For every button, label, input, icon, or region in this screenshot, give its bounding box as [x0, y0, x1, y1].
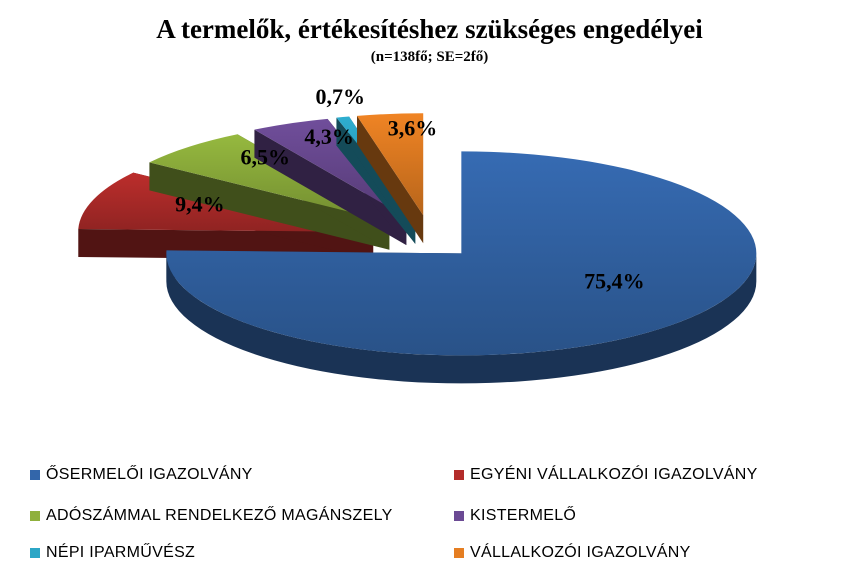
legend-item-osermeloi: ŐSERMELŐI IGAZOLVÁNY	[30, 466, 253, 484]
legend-swatch	[30, 548, 40, 558]
legend-label: ADÓSZÁMMAL RENDELKEZŐ MAGÁNSZELY	[46, 507, 393, 524]
legend-swatch	[30, 511, 40, 521]
slice-label-3: 4,3%	[304, 124, 354, 149]
slice-label-1: 9,4%	[175, 192, 225, 217]
legend-item-egyeni-vallalkozoi: EGYÉNI VÁLLALKOZÓI IGAZOLVÁNY	[454, 466, 758, 484]
pie-slice-0	[166, 151, 757, 384]
slice-label-4: 0,7%	[316, 84, 366, 109]
pie-chart: 75,4% 9,4% 6,5% 4,3% 0,7% 3,6%	[78, 84, 757, 384]
legend-label: KISTERMELŐ	[470, 507, 577, 524]
slice-label-5: 3,6%	[388, 115, 438, 140]
slice-label-2: 6,5%	[241, 145, 291, 170]
legend-swatch	[454, 548, 464, 558]
legend-label: ŐSERMELŐI IGAZOLVÁNY	[46, 466, 253, 483]
chart-title: A termelők, értékesítéshez szükséges eng…	[156, 14, 703, 44]
legend-swatch	[30, 470, 40, 480]
legend-label: VÁLLALKOZÓI IGAZOLVÁNY	[470, 544, 691, 561]
legend-item-vallalkozoi: VÁLLALKOZÓI IGAZOLVÁNY	[454, 544, 691, 562]
legend-label: EGYÉNI VÁLLALKOZÓI IGAZOLVÁNY	[470, 466, 758, 483]
legend-swatch	[454, 470, 464, 480]
legend-item-nepi-iparmuvesz: NÉPI IPARMŰVÉSZ	[30, 544, 195, 562]
legend-item-adoszammal: ADÓSZÁMMAL RENDELKEZŐ MAGÁNSZELY	[30, 507, 393, 525]
chart-legend: ŐSERMELŐI IGAZOLVÁNY EGYÉNI VÁLLALKOZÓI …	[0, 460, 859, 580]
slice-label-0: 75,4%	[584, 269, 645, 294]
legend-label: NÉPI IPARMŰVÉSZ	[46, 544, 196, 561]
legend-item-kistermelo: KISTERMELŐ	[454, 507, 576, 525]
legend-swatch	[454, 511, 464, 521]
chart-subtitle: (n=138fő; SE=2fő)	[370, 49, 489, 65]
pie-slice-5	[356, 113, 424, 244]
